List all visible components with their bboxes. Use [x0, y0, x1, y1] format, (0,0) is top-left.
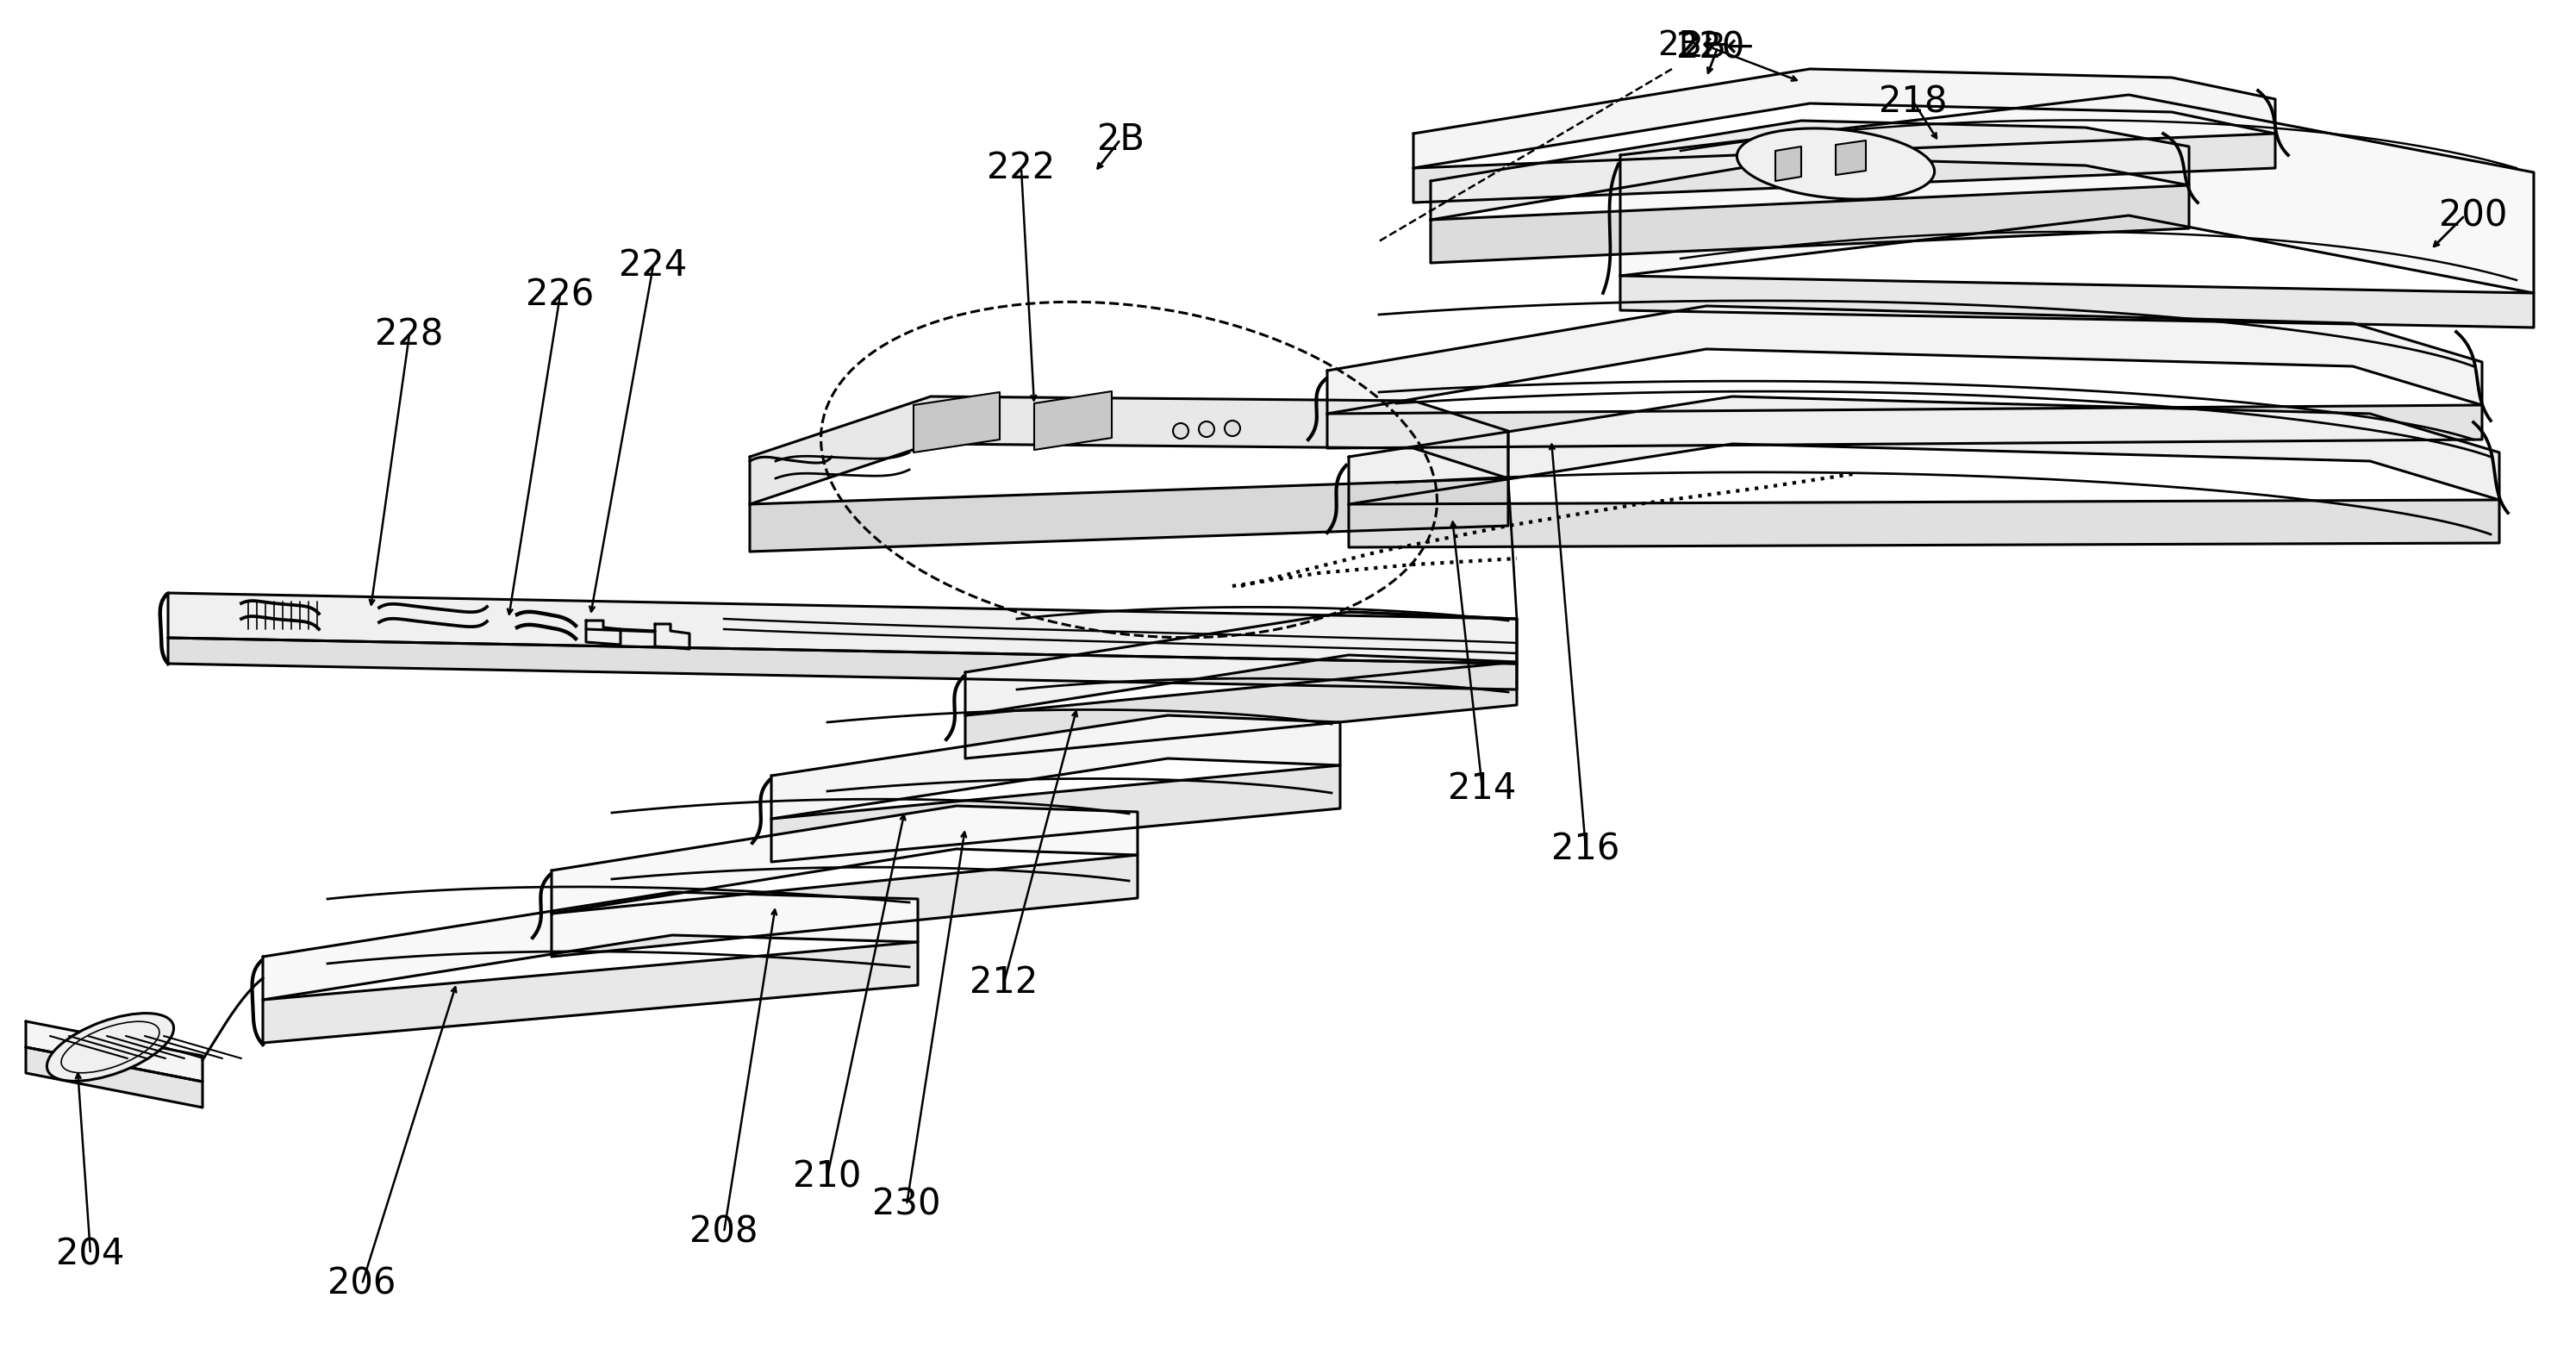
Circle shape [1198, 421, 1213, 437]
Polygon shape [1837, 141, 1865, 175]
Text: 208: 208 [690, 1215, 757, 1251]
Polygon shape [26, 1047, 204, 1108]
Text: 2B←: 2B← [1682, 31, 1754, 64]
Text: 2B←: 2B← [1656, 30, 1728, 62]
Text: 210: 210 [793, 1159, 860, 1194]
Polygon shape [966, 612, 1517, 715]
Polygon shape [1414, 69, 2275, 168]
Polygon shape [26, 1021, 204, 1082]
Polygon shape [263, 942, 917, 1043]
Text: 204: 204 [57, 1236, 124, 1273]
Text: 226: 226 [526, 276, 595, 313]
Ellipse shape [1736, 129, 1935, 199]
Polygon shape [750, 397, 1507, 504]
Polygon shape [551, 854, 1139, 957]
Polygon shape [167, 593, 1517, 663]
Polygon shape [1350, 500, 2499, 547]
Text: 228: 228 [376, 317, 443, 352]
Polygon shape [1414, 134, 2275, 203]
Polygon shape [1430, 121, 2190, 219]
Ellipse shape [46, 1013, 173, 1080]
Text: 222: 222 [987, 150, 1056, 185]
Text: 214: 214 [1448, 770, 1517, 807]
Polygon shape [551, 806, 1139, 914]
Polygon shape [966, 662, 1517, 758]
Text: 218: 218 [1878, 84, 1947, 119]
Text: 2B: 2B [1097, 122, 1144, 157]
Polygon shape [1033, 391, 1113, 450]
Polygon shape [1327, 306, 2483, 414]
Text: 212: 212 [971, 964, 1038, 1001]
Polygon shape [1350, 397, 2499, 504]
Text: 206: 206 [327, 1266, 397, 1303]
Text: 216: 216 [1551, 831, 1620, 867]
Text: 200: 200 [2439, 198, 2506, 234]
Polygon shape [1620, 276, 2535, 328]
Polygon shape [1620, 95, 2535, 292]
Polygon shape [1775, 146, 1801, 181]
Polygon shape [263, 892, 917, 999]
Circle shape [1224, 421, 1239, 436]
Polygon shape [770, 765, 1340, 862]
Circle shape [1172, 424, 1188, 439]
Polygon shape [770, 715, 1340, 819]
Polygon shape [1327, 405, 2483, 448]
Polygon shape [167, 638, 1517, 689]
Text: 220: 220 [1677, 30, 1744, 65]
Text: 224: 224 [618, 248, 688, 283]
Polygon shape [914, 393, 999, 452]
Polygon shape [750, 478, 1507, 551]
Text: 230: 230 [873, 1187, 940, 1223]
Polygon shape [1430, 185, 2190, 263]
